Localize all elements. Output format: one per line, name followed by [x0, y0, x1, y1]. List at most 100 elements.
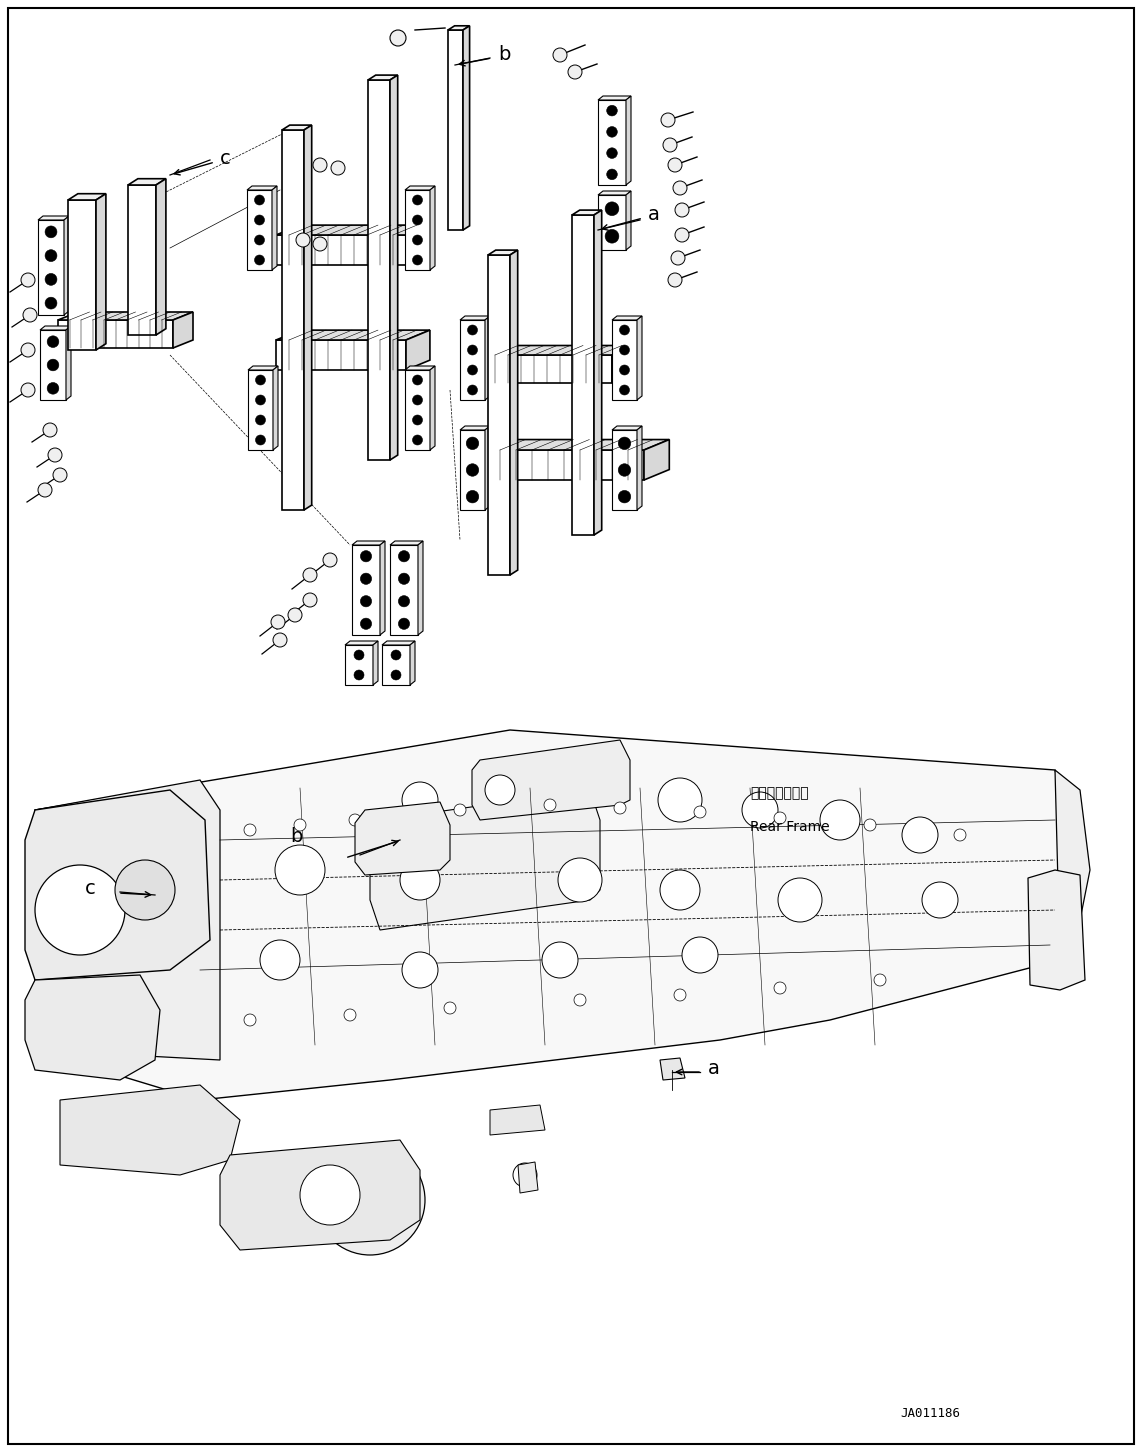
Polygon shape — [598, 192, 632, 195]
Circle shape — [399, 574, 410, 584]
Circle shape — [606, 168, 618, 180]
Circle shape — [619, 325, 629, 335]
Circle shape — [354, 669, 364, 680]
Circle shape — [21, 273, 35, 287]
Circle shape — [485, 775, 515, 804]
Circle shape — [293, 819, 306, 831]
Circle shape — [399, 550, 410, 562]
Circle shape — [664, 138, 677, 152]
Circle shape — [53, 468, 67, 482]
Polygon shape — [247, 186, 278, 190]
Polygon shape — [25, 790, 210, 980]
Circle shape — [361, 595, 371, 607]
Circle shape — [21, 343, 35, 357]
Circle shape — [391, 30, 407, 46]
Circle shape — [340, 1170, 400, 1230]
Polygon shape — [660, 1059, 685, 1080]
Circle shape — [361, 550, 371, 562]
Circle shape — [38, 484, 53, 497]
Polygon shape — [405, 190, 431, 270]
Polygon shape — [273, 366, 278, 450]
Polygon shape — [276, 225, 429, 235]
Circle shape — [412, 415, 423, 425]
Text: JA011186: JA011186 — [900, 1407, 960, 1420]
Polygon shape — [391, 544, 418, 635]
Circle shape — [275, 845, 325, 894]
Polygon shape — [460, 425, 490, 430]
Circle shape — [349, 815, 361, 826]
Circle shape — [820, 800, 860, 841]
Polygon shape — [572, 211, 602, 215]
Circle shape — [260, 939, 300, 980]
Polygon shape — [58, 319, 172, 348]
Polygon shape — [156, 179, 166, 335]
Circle shape — [271, 616, 286, 629]
Text: リヤーフレーム: リヤーフレーム — [750, 786, 809, 800]
Circle shape — [606, 126, 618, 136]
Circle shape — [542, 942, 578, 979]
Circle shape — [412, 215, 423, 225]
Circle shape — [661, 113, 675, 126]
Polygon shape — [276, 330, 429, 340]
Polygon shape — [612, 317, 642, 319]
Circle shape — [444, 1002, 456, 1013]
Circle shape — [361, 574, 371, 584]
Text: c: c — [220, 148, 231, 167]
Text: b: b — [290, 826, 303, 845]
Polygon shape — [485, 425, 490, 510]
Circle shape — [255, 235, 265, 245]
Polygon shape — [383, 640, 415, 645]
Circle shape — [402, 953, 439, 987]
Circle shape — [399, 619, 410, 629]
Circle shape — [412, 256, 423, 266]
Circle shape — [864, 819, 876, 831]
Circle shape — [619, 346, 629, 354]
Polygon shape — [626, 96, 632, 184]
Circle shape — [618, 463, 630, 476]
Circle shape — [255, 256, 265, 266]
Polygon shape — [352, 544, 380, 635]
Circle shape — [255, 195, 265, 205]
Polygon shape — [518, 1162, 538, 1194]
Circle shape — [45, 298, 57, 309]
Circle shape — [668, 273, 682, 287]
Polygon shape — [407, 225, 429, 266]
Circle shape — [922, 881, 958, 918]
Circle shape — [774, 812, 786, 823]
Polygon shape — [58, 312, 193, 319]
Polygon shape — [370, 790, 600, 929]
Polygon shape — [220, 1140, 420, 1250]
Circle shape — [619, 364, 629, 375]
Circle shape — [412, 395, 423, 405]
Circle shape — [513, 1163, 537, 1186]
Polygon shape — [472, 741, 630, 820]
Circle shape — [618, 491, 630, 502]
Circle shape — [21, 383, 35, 396]
Polygon shape — [35, 780, 220, 1060]
Polygon shape — [304, 125, 312, 510]
Circle shape — [606, 106, 618, 116]
Circle shape — [614, 802, 626, 815]
Polygon shape — [373, 640, 378, 685]
Circle shape — [344, 1009, 356, 1021]
Polygon shape — [448, 30, 463, 229]
Circle shape — [45, 273, 57, 285]
Circle shape — [300, 1165, 360, 1225]
Polygon shape — [490, 1105, 545, 1135]
Polygon shape — [460, 319, 485, 399]
Polygon shape — [391, 542, 423, 544]
Polygon shape — [38, 216, 69, 221]
Circle shape — [467, 325, 477, 335]
Polygon shape — [488, 250, 517, 256]
Circle shape — [256, 375, 265, 385]
Circle shape — [774, 982, 786, 995]
Circle shape — [694, 806, 706, 817]
Polygon shape — [637, 317, 642, 399]
Circle shape — [47, 335, 59, 347]
Circle shape — [467, 346, 477, 354]
Circle shape — [742, 791, 778, 828]
Circle shape — [668, 158, 682, 171]
Polygon shape — [391, 76, 397, 460]
Polygon shape — [463, 26, 469, 229]
Polygon shape — [405, 366, 435, 370]
